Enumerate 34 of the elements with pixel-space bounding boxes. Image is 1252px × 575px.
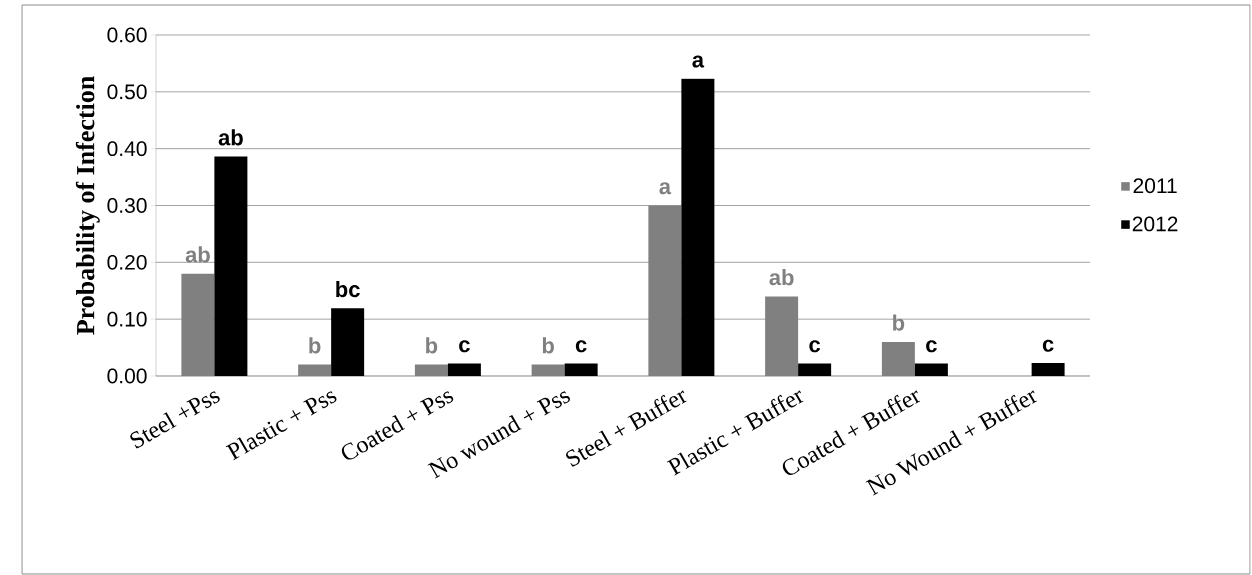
data-label: ab <box>218 129 243 146</box>
data-label: b <box>893 314 905 331</box>
bar <box>1031 362 1065 376</box>
data-label: c <box>809 340 821 353</box>
bar <box>681 78 715 376</box>
data-label: bc <box>336 280 360 298</box>
data-label: a <box>659 182 672 195</box>
bar <box>447 363 481 376</box>
bar <box>331 308 365 376</box>
legend-label: 2012 <box>1132 216 1178 232</box>
bar <box>798 363 832 376</box>
y-axis-title: Probability of Infection <box>75 76 100 335</box>
y-tick-label: 0.60 <box>107 27 147 43</box>
legend-label: 2011 <box>1133 178 1177 194</box>
data-label: b <box>309 337 321 354</box>
data-label: ab <box>769 269 794 286</box>
data-label: c <box>926 340 937 353</box>
data-label: c <box>1042 339 1054 352</box>
data-label: c <box>575 340 587 353</box>
data-label: c <box>459 340 470 353</box>
data-label: b <box>542 337 554 354</box>
bar <box>214 156 248 376</box>
y-tick-label: 0.20 <box>107 254 147 270</box>
y-tick-label: 0.30 <box>107 198 147 213</box>
bar <box>914 363 948 376</box>
bar <box>564 363 598 376</box>
data-label: b <box>426 337 438 354</box>
data-label: ab <box>185 246 210 263</box>
y-tick-label: 0.50 <box>107 84 147 100</box>
y-tick-label: 0.40 <box>107 141 147 157</box>
y-tick-label: 0.00 <box>107 368 147 384</box>
y-tick-label: 0.10 <box>107 311 147 327</box>
x-tick-label: Steel +Pss <box>130 391 220 449</box>
data-label: a <box>692 55 705 68</box>
